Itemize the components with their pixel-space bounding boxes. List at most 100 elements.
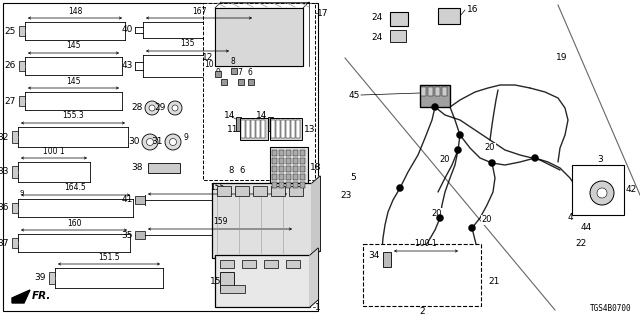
Bar <box>246 120 250 138</box>
Bar <box>135 231 145 239</box>
Circle shape <box>431 103 438 110</box>
Text: 7: 7 <box>237 68 243 77</box>
Text: 32: 32 <box>0 132 9 141</box>
Circle shape <box>597 188 607 198</box>
Bar <box>251 120 255 138</box>
Bar <box>215 71 221 77</box>
Bar <box>272 166 277 172</box>
Bar <box>291 120 295 138</box>
Text: 14: 14 <box>224 110 236 119</box>
Text: 8: 8 <box>230 57 236 66</box>
Text: 15: 15 <box>210 277 221 286</box>
Bar <box>19 60 25 71</box>
Text: 24: 24 <box>372 33 383 42</box>
Bar <box>12 237 18 248</box>
Bar <box>272 174 277 180</box>
Bar <box>421 87 426 96</box>
Bar <box>12 203 18 213</box>
Text: 160: 160 <box>67 219 81 228</box>
Text: 21: 21 <box>488 277 499 286</box>
Text: 6: 6 <box>239 166 244 175</box>
Bar <box>281 120 285 138</box>
Text: 41: 41 <box>122 196 133 204</box>
Circle shape <box>170 139 177 146</box>
Bar <box>286 120 290 138</box>
Text: 20: 20 <box>482 215 492 225</box>
Text: 18: 18 <box>310 164 321 172</box>
Text: 12: 12 <box>202 53 213 62</box>
Text: 14: 14 <box>256 110 268 119</box>
Text: 29: 29 <box>155 103 166 113</box>
Text: 148: 148 <box>68 6 82 15</box>
Bar <box>215 255 310 307</box>
Bar <box>215 8 303 66</box>
Bar <box>300 158 305 164</box>
Text: 44: 44 <box>581 223 592 233</box>
Bar <box>270 118 302 140</box>
Text: 159: 159 <box>212 218 227 227</box>
Bar <box>293 182 298 188</box>
Bar <box>272 150 277 156</box>
Bar <box>293 158 298 164</box>
Text: 13: 13 <box>304 124 316 133</box>
Bar <box>271 186 285 196</box>
Bar <box>438 8 460 24</box>
Bar <box>49 272 55 284</box>
Bar <box>296 120 300 138</box>
Circle shape <box>531 155 538 162</box>
Text: 167: 167 <box>192 6 206 15</box>
Bar <box>279 150 284 156</box>
Bar <box>220 260 234 268</box>
Bar <box>442 87 447 96</box>
Bar <box>236 117 241 131</box>
Bar <box>286 174 291 180</box>
Text: 9: 9 <box>183 133 188 142</box>
Bar <box>286 182 291 188</box>
Bar <box>148 163 180 173</box>
Text: 8: 8 <box>228 166 234 175</box>
Text: 37: 37 <box>0 238 9 247</box>
Bar <box>12 166 18 178</box>
Bar <box>279 174 284 180</box>
Bar <box>212 183 312 258</box>
Text: 100 1: 100 1 <box>415 239 437 249</box>
Bar <box>293 174 298 180</box>
Bar <box>428 87 433 96</box>
Bar <box>238 79 244 85</box>
Bar <box>272 182 277 188</box>
Text: 4: 4 <box>568 213 573 222</box>
Bar <box>270 147 308 189</box>
Circle shape <box>172 105 178 111</box>
Bar <box>390 30 406 42</box>
Circle shape <box>145 101 159 115</box>
Bar <box>217 186 231 196</box>
Bar <box>279 166 284 172</box>
Bar <box>220 272 234 290</box>
Circle shape <box>590 181 614 205</box>
Text: 145: 145 <box>67 42 81 51</box>
Text: 10: 10 <box>204 60 214 69</box>
Text: 11: 11 <box>227 124 238 133</box>
Bar <box>253 186 267 196</box>
Circle shape <box>147 139 154 146</box>
Text: 16: 16 <box>467 5 479 14</box>
Text: 31: 31 <box>152 138 163 147</box>
Bar <box>19 96 25 106</box>
Bar <box>19 26 25 36</box>
Circle shape <box>142 134 158 150</box>
Text: 9: 9 <box>20 190 24 196</box>
Bar <box>286 158 291 164</box>
Bar <box>135 196 145 204</box>
Text: 151.5: 151.5 <box>98 252 120 261</box>
Bar <box>220 285 245 293</box>
Text: 9: 9 <box>215 68 220 77</box>
Text: 1: 1 <box>315 302 321 311</box>
Bar <box>271 120 275 138</box>
Text: 155: 155 <box>211 182 225 191</box>
Polygon shape <box>215 8 303 66</box>
Bar <box>293 166 298 172</box>
Bar <box>268 117 273 131</box>
Circle shape <box>168 101 182 115</box>
Text: 23: 23 <box>340 190 352 199</box>
Text: 38: 38 <box>131 164 143 172</box>
